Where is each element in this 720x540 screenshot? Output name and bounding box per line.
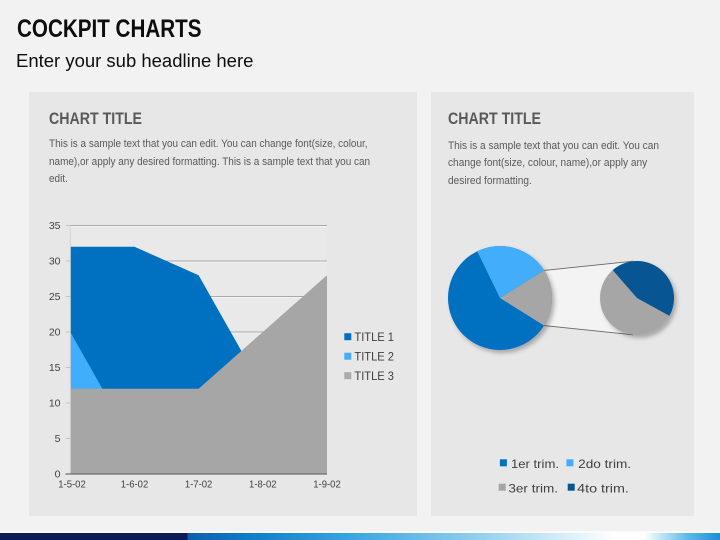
svg-text:TITLE 1: TITLE 1	[354, 332, 394, 344]
svg-text:1-5-02: 1-5-02	[58, 479, 86, 491]
svg-text:1-7-02: 1-7-02	[185, 479, 213, 491]
svg-text:TITLE 3: TITLE 3	[354, 371, 394, 383]
svg-text:5: 5	[55, 433, 61, 445]
svg-text:1er trim.: 1er trim.	[511, 457, 559, 471]
svg-text:15: 15	[49, 362, 61, 374]
svg-text:30: 30	[49, 256, 61, 268]
svg-text:0: 0	[55, 469, 61, 481]
svg-text:25: 25	[49, 291, 61, 303]
svg-text:3er trim.: 3er trim.	[508, 482, 558, 496]
svg-text:1-8-02: 1-8-02	[249, 479, 277, 491]
svg-text:2do trim.: 2do trim.	[578, 457, 631, 471]
svg-text:10: 10	[49, 398, 61, 410]
svg-text:TITLE 2: TITLE 2	[354, 352, 394, 364]
svg-text:20: 20	[49, 327, 61, 339]
svg-text:35: 35	[49, 220, 61, 232]
svg-text:1-9-02: 1-9-02	[313, 479, 341, 491]
svg-text:4to trim.: 4to trim.	[577, 482, 629, 496]
svg-text:1-6-02: 1-6-02	[121, 479, 149, 491]
